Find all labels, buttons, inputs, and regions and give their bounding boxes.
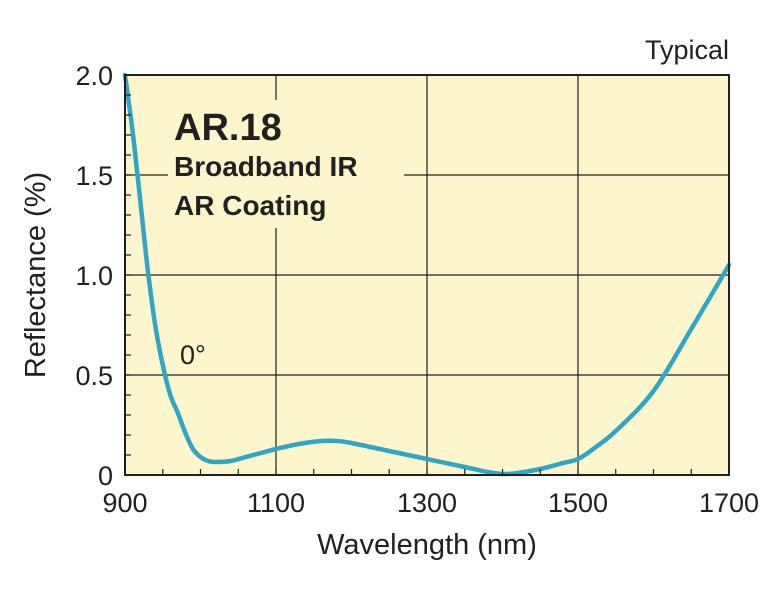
title-backdrop xyxy=(168,100,404,228)
typical-note: Typical xyxy=(645,35,729,65)
x-axis-label: Wavelength (nm) xyxy=(317,529,537,561)
y-tick-label: 1.5 xyxy=(75,161,113,191)
y-tick-label: 1.0 xyxy=(75,261,113,291)
y-tick-label: 0 xyxy=(98,461,113,491)
chart-title: AR.18 xyxy=(174,107,282,149)
x-tick-label: 1700 xyxy=(699,488,759,518)
y-tick-label: 0.5 xyxy=(75,361,113,391)
chart-title-block: AR.18 Broadband IR AR Coating xyxy=(174,107,358,221)
curve-angle-label: 0° xyxy=(180,340,206,370)
x-tick-label: 1300 xyxy=(397,488,457,518)
tick-labels: 900 1100 1300 1500 1700 0 0.5 1.0 1.5 2.0 xyxy=(75,61,759,518)
x-tick-label: 1100 xyxy=(247,488,305,518)
x-tick-label: 1500 xyxy=(548,488,608,518)
y-axis-label: Reflectance (%) xyxy=(20,172,52,378)
plot-frame xyxy=(124,74,730,476)
chart-subtitle-line-2: AR Coating xyxy=(174,190,326,221)
y-tick-label: 2.0 xyxy=(75,61,113,91)
chart-subtitle-line-1: Broadband IR xyxy=(174,151,358,182)
reflectance-series-line xyxy=(122,72,732,477)
x-tick-label: 900 xyxy=(102,488,147,518)
series-layer xyxy=(122,72,732,477)
